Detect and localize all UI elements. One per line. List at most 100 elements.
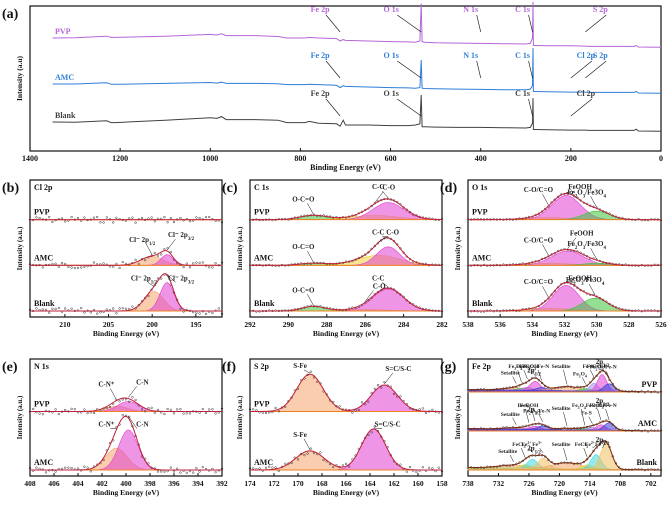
data-point bbox=[160, 253, 163, 256]
annotation-arrow bbox=[509, 454, 514, 463]
component-label: Fe-S bbox=[583, 364, 594, 370]
component-label: Fe3+ bbox=[595, 441, 605, 448]
component-label: C-O bbox=[373, 282, 386, 290]
sample-label: Blank bbox=[254, 299, 275, 308]
data-point bbox=[544, 207, 547, 211]
data-point bbox=[105, 406, 108, 410]
series-line-pvp bbox=[52, 1, 662, 48]
envelope-fit bbox=[250, 428, 442, 471]
sample-label: PVP bbox=[254, 400, 270, 409]
data-point bbox=[70, 215, 73, 219]
data-point bbox=[112, 265, 115, 268]
annotation-arrow bbox=[590, 369, 595, 378]
annotation-arrow bbox=[542, 244, 549, 256]
annotation-arrow bbox=[566, 190, 575, 193]
data-point bbox=[67, 265, 70, 269]
annotation-label: O 1s bbox=[384, 51, 399, 60]
annotation-arrow bbox=[580, 408, 586, 426]
annotation-arrow bbox=[598, 368, 603, 371]
data-point bbox=[163, 248, 166, 251]
data-point bbox=[316, 380, 319, 383]
data-point bbox=[188, 412, 192, 415]
x-axis-label: Binding Energy (eV) bbox=[313, 488, 380, 497]
data-point bbox=[153, 220, 156, 223]
x-tick-label: 286 bbox=[360, 320, 372, 329]
data-point bbox=[131, 396, 134, 399]
data-point bbox=[220, 261, 224, 264]
component-label: Fe2+ bbox=[585, 441, 595, 448]
data-point bbox=[274, 406, 277, 410]
envelope-fit bbox=[30, 415, 222, 471]
sample-label: PVP bbox=[254, 208, 270, 217]
data-point bbox=[595, 374, 598, 377]
x-tick-label: 282 bbox=[436, 320, 448, 329]
data-point bbox=[357, 408, 360, 412]
annotation-arrow bbox=[128, 416, 138, 429]
chart-g: 738 732 726 720 714 708 702 Binding Energy (eV)… bbox=[440, 358, 663, 497]
annotation-arrow bbox=[531, 369, 536, 376]
panel-title: Cl 2p bbox=[34, 183, 53, 192]
data-point bbox=[128, 400, 131, 403]
data-point bbox=[553, 198, 556, 201]
annotation-label: S 2p bbox=[593, 51, 608, 60]
envelope-fit bbox=[250, 198, 443, 221]
x-tick-label: 200 bbox=[147, 320, 159, 329]
annotation-arrow bbox=[476, 60, 482, 79]
component-peak bbox=[30, 282, 222, 312]
annotation-label: S 2p bbox=[593, 5, 608, 14]
annotation-arrow bbox=[592, 445, 597, 449]
data-point bbox=[99, 221, 102, 224]
data-point bbox=[115, 262, 118, 266]
annotation-label: Cl 2p bbox=[577, 51, 596, 60]
annotation-label: N 1s bbox=[463, 51, 478, 60]
data-point bbox=[28, 467, 32, 470]
component-label: FeOOH bbox=[568, 274, 592, 282]
x-tick-label: 538 bbox=[462, 320, 474, 329]
data-point bbox=[83, 311, 86, 314]
x-axis-label: Binding Energy (eV) bbox=[531, 488, 598, 497]
data-point bbox=[214, 471, 217, 474]
data-point bbox=[255, 409, 258, 412]
y-axis-label: Intensity (a.u.) bbox=[236, 395, 244, 439]
annotation-label: C 1s bbox=[515, 5, 530, 14]
data-point bbox=[115, 312, 118, 315]
annotation-label: Fe 2p bbox=[311, 5, 330, 14]
component-label: C-C bbox=[372, 183, 384, 191]
component-label: Cl⁻ 2p1/2 bbox=[129, 236, 156, 247]
data-point bbox=[169, 216, 172, 220]
series-line-amc bbox=[52, 47, 662, 94]
x-tick-label: 0 bbox=[659, 154, 663, 163]
data-point bbox=[89, 470, 92, 473]
data-point bbox=[179, 216, 182, 220]
component-peak bbox=[29, 254, 223, 266]
data-point bbox=[108, 405, 112, 409]
data-point bbox=[585, 458, 589, 461]
annotation-arrow bbox=[597, 408, 602, 421]
annotation-label: Fe 2p bbox=[311, 51, 330, 60]
data-point bbox=[131, 305, 134, 308]
data-point bbox=[204, 411, 208, 415]
x-tick-label: 394 bbox=[192, 479, 204, 488]
data-point bbox=[182, 265, 185, 269]
x-tick-label: 400 bbox=[120, 479, 132, 488]
component-label: Cl⁻ 2p3/2 bbox=[168, 231, 195, 242]
panel-label: (b) bbox=[2, 181, 19, 196]
data-point bbox=[96, 215, 99, 219]
data-point bbox=[70, 466, 73, 470]
data-point bbox=[351, 411, 354, 414]
annotation-arrow bbox=[523, 369, 528, 380]
envelope-fit bbox=[30, 397, 222, 412]
data-point bbox=[48, 215, 51, 219]
envelope-fit bbox=[468, 192, 661, 221]
data-point bbox=[48, 311, 51, 314]
data-point bbox=[405, 470, 408, 473]
component-label: FeOOH bbox=[570, 230, 594, 238]
y-axis-label: Intensity (a.u.) bbox=[16, 395, 24, 439]
x-axis-label: Binding Energy (eV) bbox=[310, 163, 381, 172]
data-point bbox=[86, 466, 89, 469]
data-point bbox=[54, 408, 57, 411]
data-point bbox=[248, 408, 252, 411]
x-tick-label: 205 bbox=[103, 320, 115, 329]
envelope-fit bbox=[468, 249, 661, 266]
sample-label: Blank bbox=[34, 299, 55, 308]
